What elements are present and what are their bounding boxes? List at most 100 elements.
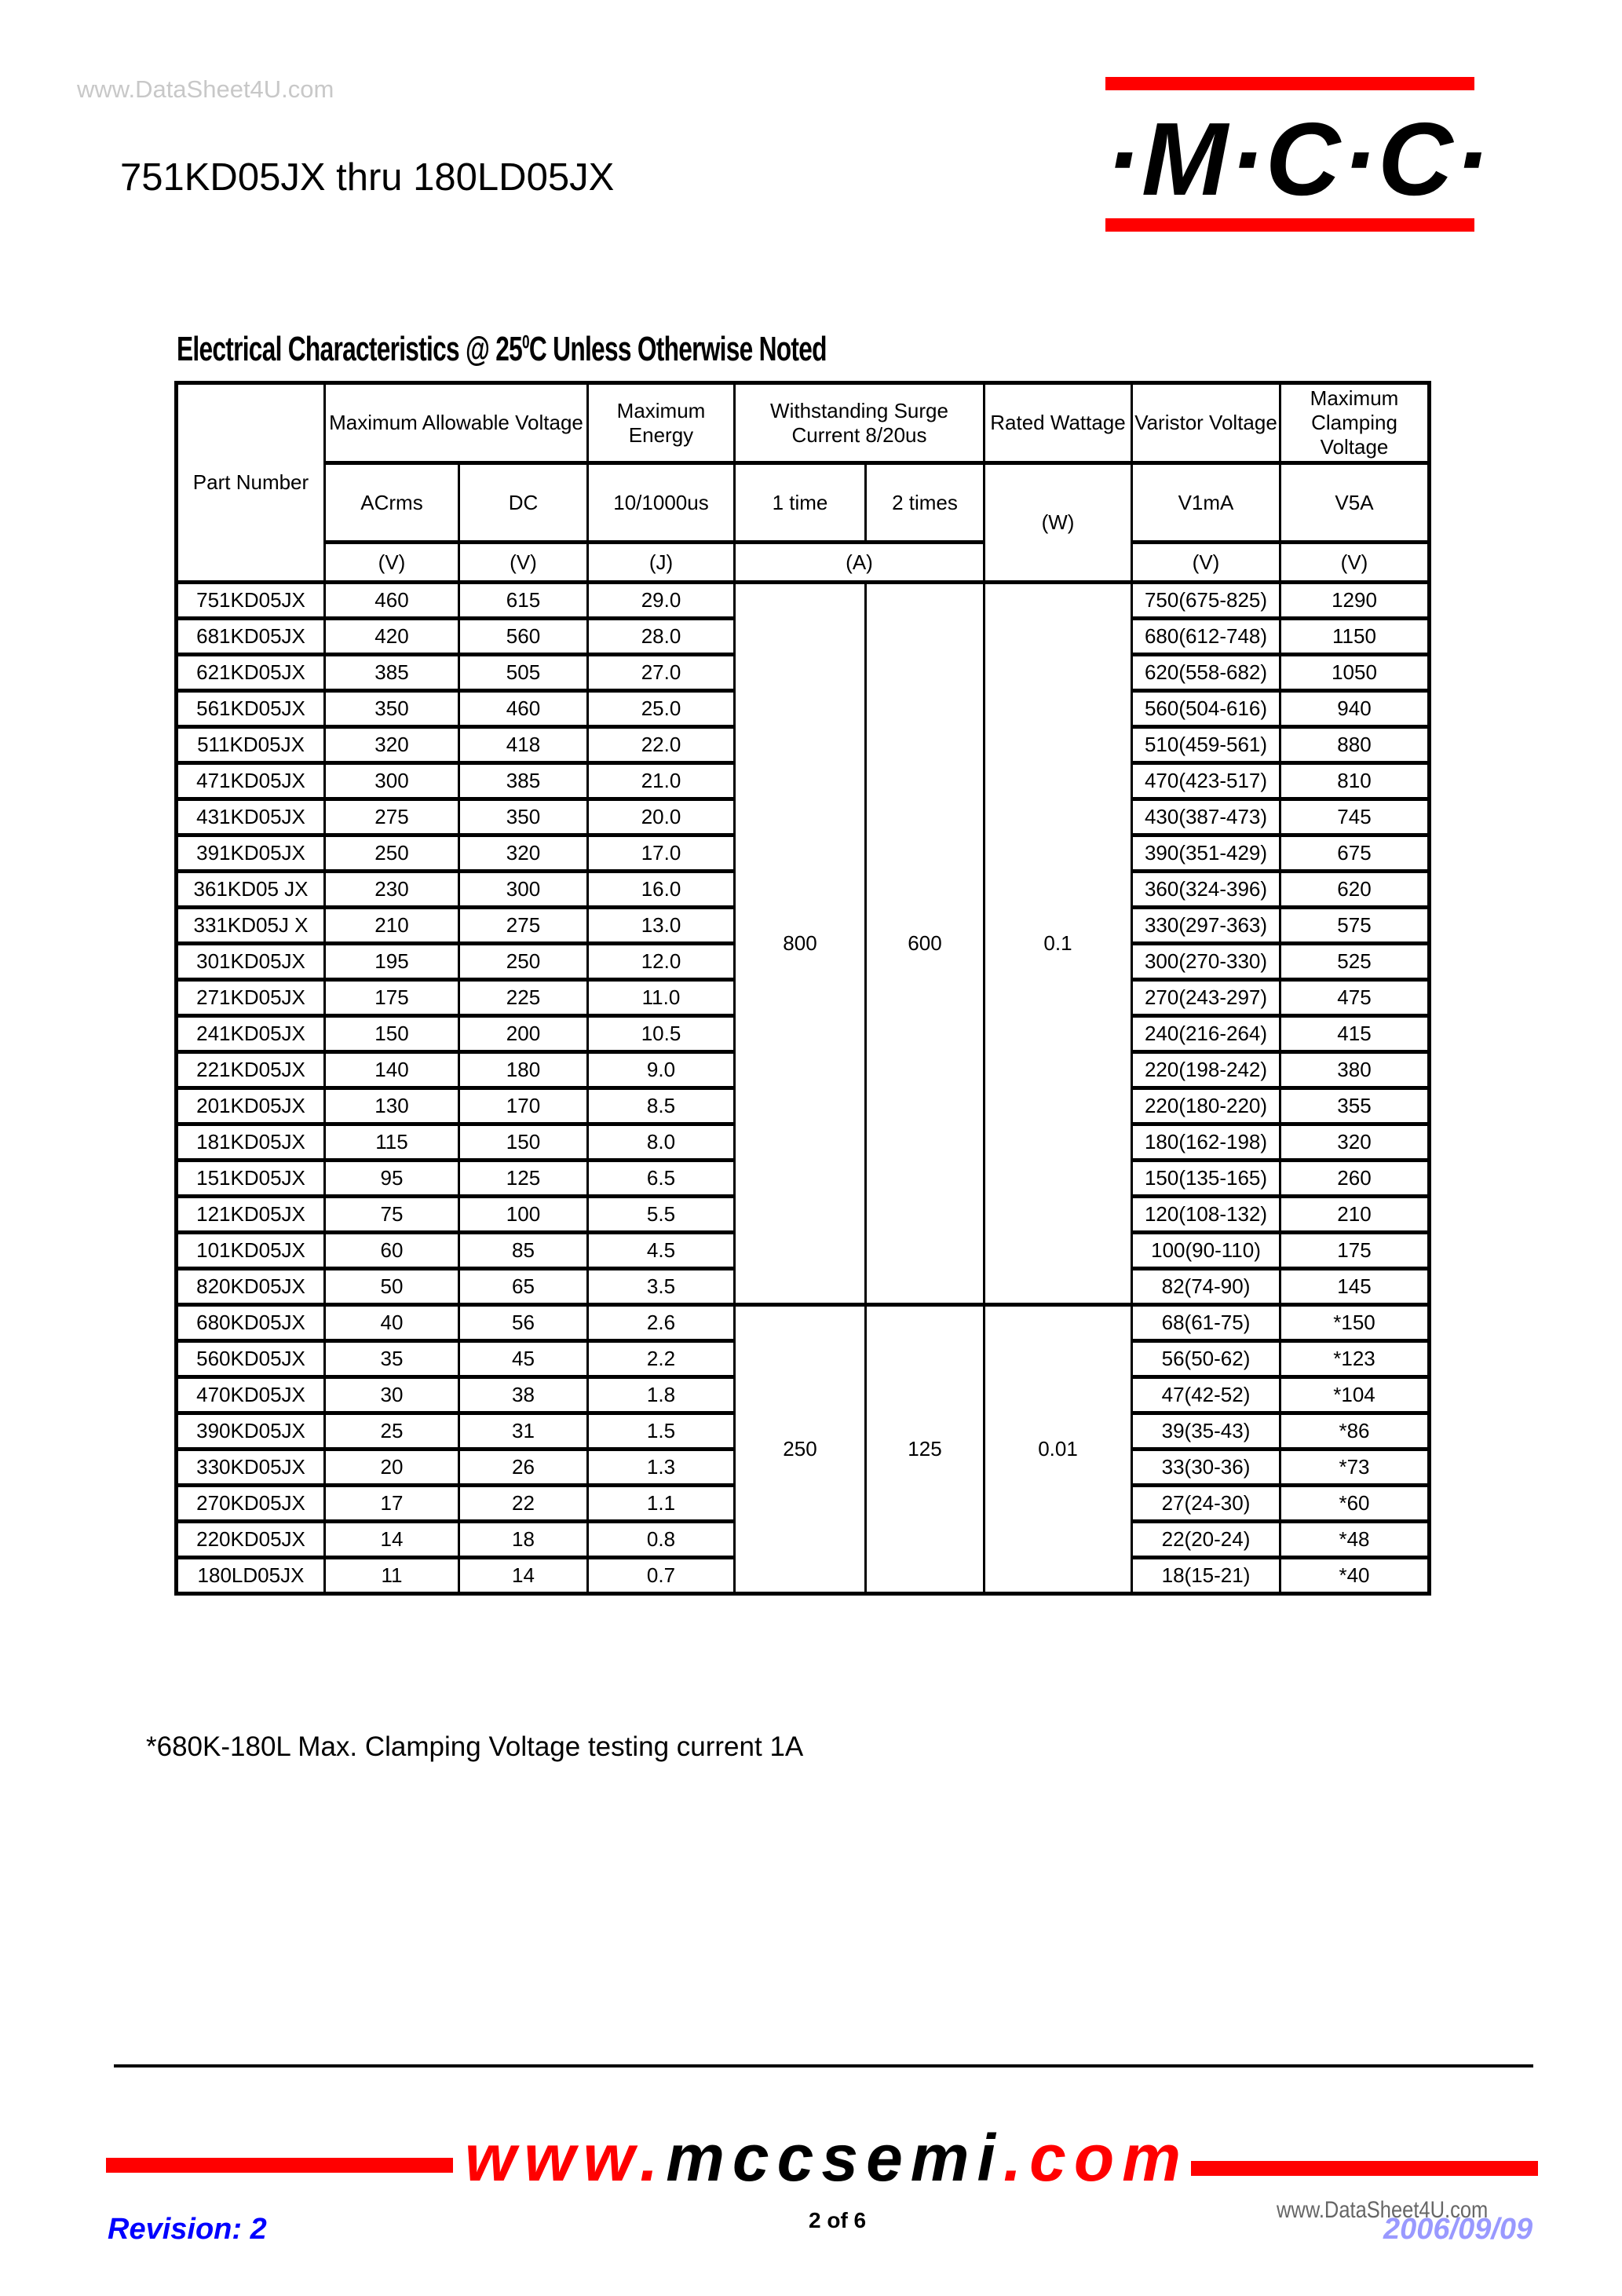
header-v5a: V5A <box>1279 461 1430 544</box>
cell-energy: 13.0 <box>586 905 736 945</box>
cell-acrms: 130 <box>323 1086 460 1126</box>
cell-energy: 10.5 <box>586 1014 736 1054</box>
header-max-energy: Maximum Energy <box>586 381 736 465</box>
cell-varistor-voltage: 680(612-748) <box>1131 616 1281 656</box>
cell-acrms: 11 <box>323 1556 460 1596</box>
table-row: 511KD05JX 320 418 22.0 510(459-561) 880 <box>175 725 1430 765</box>
cell-acrms: 320 <box>323 725 460 765</box>
cell-clamping-voltage: 175 <box>1279 1230 1430 1270</box>
cell-varistor-voltage: 390(351-429) <box>1131 833 1281 873</box>
cell-varistor-voltage: 180(162-198) <box>1131 1122 1281 1162</box>
cell-acrms: 350 <box>323 689 460 729</box>
unit-wattage: (W) <box>983 461 1133 584</box>
header-max-allowable-voltage: Maximum Allowable Voltage <box>323 381 589 465</box>
cell-acrms: 385 <box>323 653 460 693</box>
cell-acrms: 40 <box>323 1303 460 1343</box>
cell-clamping-voltage: 210 <box>1279 1194 1430 1234</box>
cell-acrms: 150 <box>323 1014 460 1054</box>
table-row: 121KD05JX 75 100 5.5 120(108-132) 210 <box>175 1194 1430 1234</box>
cell-energy: 6.5 <box>586 1158 736 1198</box>
cell-energy: 0.7 <box>586 1556 736 1596</box>
table-row: 431KD05JX 275 350 20.0 430(387-473) 745 <box>175 797 1430 837</box>
cell-clamping-voltage: *40 <box>1279 1556 1430 1596</box>
cell-part-number: 301KD05JX <box>175 941 326 982</box>
header-energy-sub: 10/1000us <box>586 461 736 544</box>
cell-acrms: 275 <box>323 797 460 837</box>
cell-clamping-voltage: 380 <box>1279 1050 1430 1090</box>
cell-clamping-voltage: 810 <box>1279 761 1430 801</box>
unit-surge: (A) <box>733 540 985 584</box>
cell-dc: 180 <box>458 1050 589 1090</box>
cell-clamping-voltage: 880 <box>1279 725 1430 765</box>
cell-acrms: 420 <box>323 616 460 656</box>
unit-energy: (J) <box>586 540 736 584</box>
cell-clamping-voltage: 525 <box>1279 941 1430 982</box>
table-row: 180LD05JX 11 14 0.7 18(15-21) *40 <box>175 1556 1430 1596</box>
cell-acrms: 210 <box>323 905 460 945</box>
cell-dc: 350 <box>458 797 589 837</box>
cell-energy: 3.5 <box>586 1267 736 1307</box>
cell-acrms: 60 <box>323 1230 460 1270</box>
table-row: 151KD05JX 95 125 6.5 150(135-165) 260 <box>175 1158 1430 1198</box>
cell-varistor-voltage: 330(297-363) <box>1131 905 1281 945</box>
cell-clamping-voltage: *48 <box>1279 1519 1430 1559</box>
cell-clamping-voltage: 575 <box>1279 905 1430 945</box>
cell-dc: 225 <box>458 978 589 1018</box>
unit-dc: (V) <box>458 540 589 584</box>
cell-energy: 2.6 <box>586 1303 736 1343</box>
cell-dc: 385 <box>458 761 589 801</box>
cell-clamping-voltage: *123 <box>1279 1339 1430 1379</box>
cell-part-number: 361KD05 JX <box>175 869 326 909</box>
cell-dc: 300 <box>458 869 589 909</box>
cell-energy: 22.0 <box>586 725 736 765</box>
cell-dc: 250 <box>458 941 589 982</box>
cell-varistor-voltage: 33(30-36) <box>1131 1447 1281 1487</box>
mcc-logo: ·M·C·C· <box>1105 101 1489 218</box>
cell-part-number: 221KD05JX <box>175 1050 326 1090</box>
cell-dc: 275 <box>458 905 589 945</box>
footer-website: www.mccsemi.com <box>465 2120 1189 2196</box>
cell-energy: 29.0 <box>586 580 736 620</box>
header-max-clamping-voltage: Maximum Clamping Voltage <box>1279 381 1430 465</box>
table-row: 561KD05JX 350 460 25.0 560(504-616) 940 <box>175 689 1430 729</box>
cell-acrms: 300 <box>323 761 460 801</box>
cell-varistor-voltage: 560(504-616) <box>1131 689 1281 729</box>
cell-clamping-voltage: 620 <box>1279 869 1430 909</box>
table-row: 331KD05J X 210 275 13.0 330(297-363) 575 <box>175 905 1430 945</box>
cell-dc: 31 <box>458 1411 589 1451</box>
cell-dc: 560 <box>458 616 589 656</box>
cell-energy: 2.2 <box>586 1339 736 1379</box>
cell-varistor-voltage: 430(387-473) <box>1131 797 1281 837</box>
cell-clamping-voltage: *73 <box>1279 1447 1430 1487</box>
cell-dc: 85 <box>458 1230 589 1270</box>
cell-part-number: 201KD05JX <box>175 1086 326 1126</box>
cell-varistor-voltage: 100(90-110) <box>1131 1230 1281 1270</box>
url-part-www: www. <box>465 2121 667 2195</box>
table-row: 820KD05JX 50 65 3.5 82(74-90) 145 <box>175 1267 1430 1307</box>
cell-part-number: 471KD05JX <box>175 761 326 801</box>
cell-acrms: 175 <box>323 978 460 1018</box>
table-row: 201KD05JX 130 170 8.5 220(180-220) 355 <box>175 1086 1430 1126</box>
cell-part-number: 331KD05J X <box>175 905 326 945</box>
cell-clamping-voltage: 1050 <box>1279 653 1430 693</box>
document-title: 751KD05JX thru 180LD05JX <box>120 156 615 199</box>
cell-varistor-voltage: 82(74-90) <box>1131 1267 1281 1307</box>
cell-acrms: 250 <box>323 833 460 873</box>
footnote: *680K-180L Max. Clamping Voltage testing… <box>146 1731 804 1762</box>
cell-part-number: 271KD05JX <box>175 978 326 1018</box>
table-row: 471KD05JX 300 385 21.0 470(423-517) 810 <box>175 761 1430 801</box>
table-row: 270KD05JX 17 22 1.1 27(24-30) *60 <box>175 1483 1430 1523</box>
url-part-tld: .com <box>1003 2121 1189 2195</box>
cell-part-number: 820KD05JX <box>175 1267 326 1307</box>
header-varistor-voltage: Varistor Voltage <box>1131 381 1281 465</box>
table-row: 241KD05JX 150 200 10.5 240(216-264) 415 <box>175 1014 1430 1054</box>
heading-text-rest: C Unless Otherwise Noted <box>528 330 827 368</box>
cell-varistor-voltage: 750(675-825) <box>1131 580 1281 620</box>
url-part-domain: mccsemi <box>666 2121 1003 2195</box>
cell-dc: 150 <box>458 1122 589 1162</box>
header-rated-wattage: Rated Wattage <box>983 381 1133 465</box>
cell-energy: 1.5 <box>586 1411 736 1451</box>
cell-part-number: 151KD05JX <box>175 1158 326 1198</box>
logo-bar-top <box>1105 77 1474 90</box>
cell-dc: 125 <box>458 1158 589 1198</box>
